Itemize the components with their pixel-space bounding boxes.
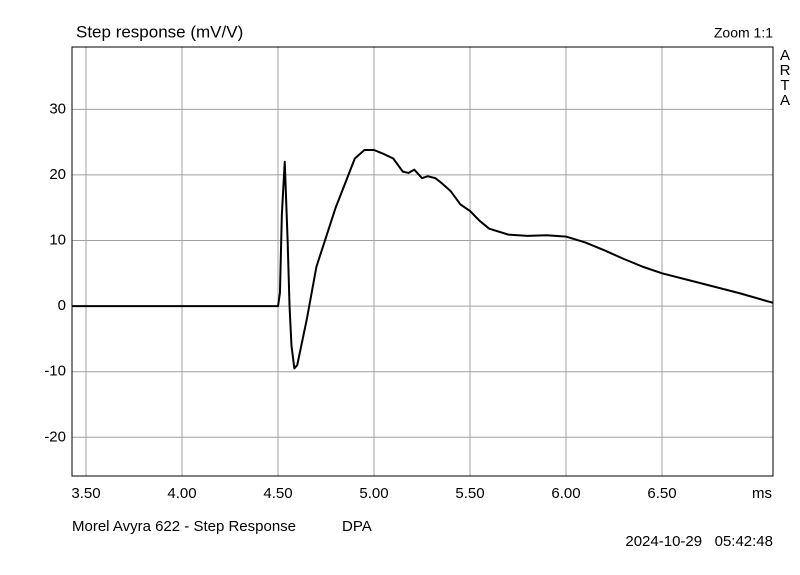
y-tick-label: 20 — [49, 166, 66, 183]
y-tick-label: -10 — [44, 363, 66, 380]
brand: ARTA — [779, 47, 791, 109]
x-tick-label: 3.50 — [71, 485, 100, 502]
y-tick-label: 10 — [49, 231, 66, 248]
zoom-label: Zoom 1:1 — [714, 25, 773, 41]
x-tick-label: 5.50 — [455, 485, 484, 502]
x-tick-label: 4.50 — [263, 485, 292, 502]
y-tick-label: 0 — [58, 297, 66, 314]
timestamp: 2024-10-29 05:42:48 — [625, 533, 773, 550]
footer-mode: DPA — [342, 518, 372, 535]
x-tick-label: 6.00 — [551, 485, 580, 502]
y-tick-label: -20 — [44, 428, 66, 445]
chart-title: Step response (mV/V) — [76, 22, 243, 41]
plot-frame — [71, 46, 774, 477]
x-tick-label: 5.00 — [359, 485, 388, 502]
step-response-line — [72, 148, 774, 370]
x-unit: ms — [752, 485, 772, 502]
x-tick-label: 4.00 — [167, 485, 196, 502]
y-tick-label: 30 — [49, 100, 66, 117]
x-tick-label: 6.50 — [647, 485, 676, 502]
footer-left: Morel Avyra 622 - Step Response — [72, 518, 296, 535]
